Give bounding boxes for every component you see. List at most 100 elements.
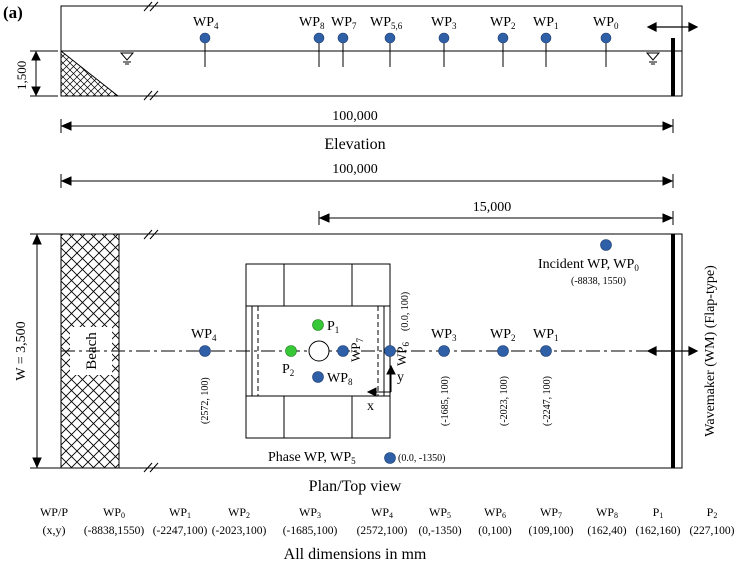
table-header-wp5: WP5 (429, 505, 451, 520)
elevation-probe-wp7: WP7 (331, 15, 357, 67)
probe-wp4-plan: WP4 (2572, 100) (191, 327, 217, 424)
break-mark-top (143, 1, 159, 12)
table-header-wp8: WP8 (596, 505, 618, 520)
plan-partial-length-dimension (318, 211, 674, 225)
axis-x-label: x (367, 399, 374, 414)
probe-wp5-phase: Phase WP, WP5 (0.0, -1350) (268, 450, 446, 466)
elevation-length-label: 100,000 (332, 109, 378, 124)
plan-view: 100,000 15,000 Beach W = (14, 162, 718, 495)
table-coord-p2: (227,100) (689, 525, 734, 537)
svg-text:Phase WP, WP5: Phase WP, WP5 (268, 450, 356, 466)
model-center-circle (308, 340, 330, 362)
plan-view-label: Plan/Top view (309, 478, 402, 495)
svg-text:WP8: WP8 (299, 15, 325, 31)
local-axes (366, 364, 396, 397)
wavemaker-label: Wavemaker (WM) (Flap-type) (703, 265, 718, 437)
table-header-wp3: WP3 (299, 505, 321, 520)
probe-wp7-plan: WP7 (337, 338, 365, 363)
plan-break-mark-bottom (143, 462, 159, 473)
table-header-wp6: WP6 (484, 505, 506, 520)
svg-text:WP1: WP1 (533, 15, 559, 31)
table-coord-wp7: (109,100) (528, 525, 573, 537)
depth-dimension (30, 50, 58, 97)
svg-text:(-8838, 1550): (-8838, 1550) (571, 276, 626, 287)
table-coord-wp8: (162,40) (587, 525, 626, 537)
svg-text:WP3: WP3 (431, 15, 457, 31)
table-header-wp7: WP7 (540, 505, 562, 520)
table-coord-wp5: (0,-1350) (418, 525, 461, 537)
elevation-length-dimension (60, 119, 674, 133)
break-mark-bottom (143, 90, 159, 101)
plan-break-mark-top (143, 229, 159, 240)
plan-total-length-label: 100,000 (332, 162, 378, 177)
svg-text:WP3: WP3 (431, 327, 457, 343)
table-header-wp4: WP4 (371, 505, 393, 520)
table-header-p1: P1 (653, 505, 664, 520)
plan-total-length-dimension (60, 174, 674, 188)
svg-text:WP8: WP8 (327, 371, 353, 387)
elevation-probe-wp8: WP8 (299, 15, 325, 67)
svg-text:P2: P2 (282, 362, 294, 378)
svg-text:(-2247, 100): (-2247, 100) (542, 376, 553, 426)
probe-wp6-plan: WP6 (0.0, 100) (384, 292, 411, 367)
plan-partial-length-label: 15,000 (473, 200, 512, 215)
svg-text:WP1: WP1 (533, 327, 559, 343)
floating-model (245, 263, 391, 439)
elevation-view-label: Elevation (324, 136, 385, 153)
pressure-sensor-p2: P2 (282, 345, 297, 378)
svg-text:(-2023, 100): (-2023, 100) (499, 376, 510, 426)
svg-text:WP0: WP0 (593, 15, 619, 31)
probe-wp3-plan: WP3 (-1685, 100) (431, 327, 457, 426)
table-coord-label: (x,y) (43, 523, 66, 537)
coordinate-table: WP/P (x,y) WP0 (-8838,1550) WP1 (-2247,100)… (40, 505, 735, 537)
table-coord-wp0: (-8838,1550) (84, 525, 145, 537)
water-level-symbol-right (645, 52, 661, 65)
table-coord-p1: (162,160) (635, 525, 680, 537)
depth-label: 1,500 (14, 61, 29, 90)
probe-wp0-incident: Incident WP, WP0 (-8838, 1550) (538, 239, 639, 287)
svg-text:(2572, 100): (2572, 100) (200, 377, 211, 424)
width-label: W = 3,500 (14, 321, 29, 380)
table-header-wp1: WP1 (169, 505, 191, 520)
probe-wp8-plan: WP8 (312, 371, 353, 387)
water-level-symbol-left (119, 52, 135, 65)
footnote: All dimensions in mm (284, 546, 427, 563)
svg-text:(0.0, -1350): (0.0, -1350) (398, 453, 446, 464)
elevation-probe-wp3: WP3 (431, 15, 457, 67)
svg-text:WP4: WP4 (193, 15, 219, 31)
table-header-wp0: WP0 (103, 505, 125, 520)
probe-wp2-plan: WP2 (-2023, 100) (490, 327, 516, 426)
svg-text:Incident WP, WP0: Incident WP, WP0 (538, 257, 639, 273)
elevation-probe-wp56: WP5,6 (370, 15, 403, 67)
table-header-label: WP/P (40, 505, 68, 519)
table-coord-wp4: (2572,100) (357, 525, 408, 537)
table-coord-wp2: (-2023,100) (212, 525, 267, 537)
elevation-probe-wp1: WP1 (533, 15, 559, 67)
elevation-probe-wp2: WP2 (490, 15, 516, 67)
elevation-view: WP4 WP8 WP7 WP5,6 WP3 WP2 WP1 WP0 (14, 1, 699, 153)
panel-label: (a) (3, 3, 23, 22)
beach-slope (60, 49, 120, 97)
probe-wp1-plan: WP1 (-2247, 100) (533, 327, 559, 426)
svg-text:WP7: WP7 (331, 15, 357, 31)
elevation-probe-wp0: WP0 (593, 15, 619, 67)
svg-text:WP6: WP6 (394, 342, 411, 367)
table-coord-wp1: (-2247,100) (153, 525, 208, 537)
table-coord-wp6: (0,100) (478, 525, 512, 537)
svg-text:WP2: WP2 (490, 327, 516, 343)
svg-text:WP7: WP7 (348, 338, 365, 363)
svg-text:(-1685, 100): (-1685, 100) (440, 376, 451, 426)
svg-text:(0.0, 100): (0.0, 100) (400, 292, 411, 331)
axis-y-label: y (397, 370, 404, 385)
elevation-probe-wp4: WP4 (193, 15, 219, 67)
width-dimension (30, 233, 61, 469)
table-coord-wp3: (-1685,100) (283, 525, 338, 537)
pressure-sensor-p1: P1 (312, 319, 339, 335)
svg-text:WP5,6: WP5,6 (370, 15, 403, 31)
table-header-p2: P2 (707, 505, 718, 520)
svg-text:WP4: WP4 (191, 327, 217, 343)
svg-text:WP2: WP2 (490, 15, 516, 31)
wavemaker-arrow-elevation (646, 22, 699, 32)
svg-text:P1: P1 (327, 319, 339, 335)
